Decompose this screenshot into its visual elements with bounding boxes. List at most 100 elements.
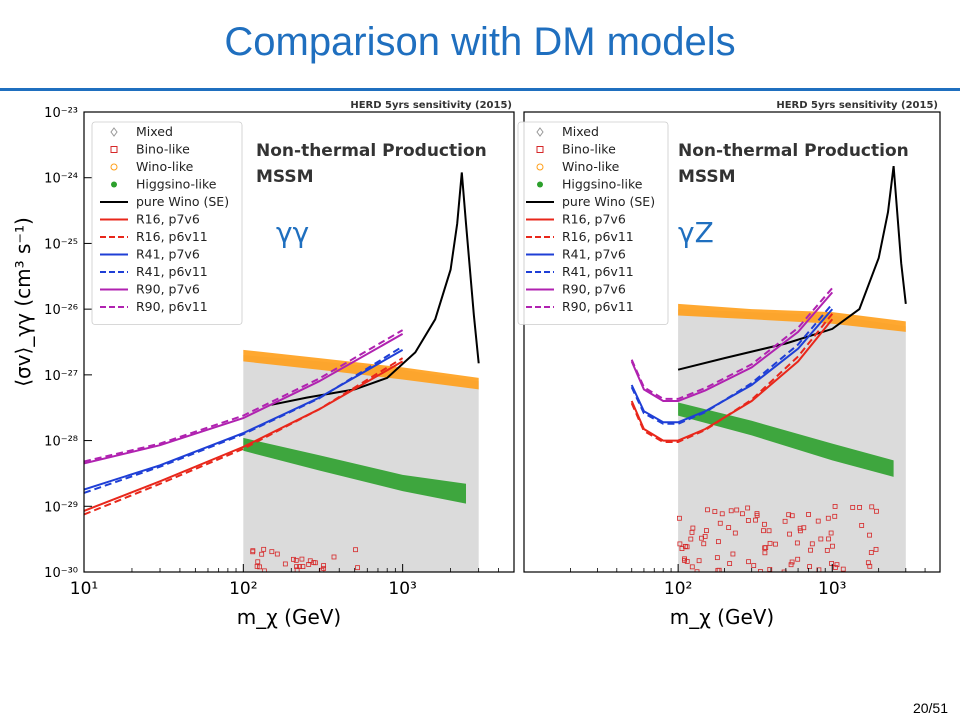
- bino-marker: [261, 568, 267, 572]
- axes-frame: [83, 111, 515, 573]
- legend-label: R41, p7v6: [136, 247, 200, 262]
- bino-marker: [355, 565, 360, 571]
- bino-marker: [806, 512, 811, 517]
- bino-marker: [832, 513, 838, 519]
- chart-panel-gamma-z: 10² 10³ m_χ (GeV) HERD 5yrs sensitivity (20…: [517, 100, 941, 629]
- bino-marker: [717, 520, 723, 526]
- legend-label: R41, p6v11: [136, 264, 208, 279]
- bino-marker: [250, 548, 256, 554]
- series-line: [84, 345, 404, 494]
- annotation-text: MSSM: [256, 167, 314, 187]
- bino-marker: [745, 505, 751, 511]
- bino-marker: [299, 556, 305, 562]
- bino-marker: [730, 551, 736, 557]
- legend-label: R41, p6v11: [562, 264, 634, 279]
- legend-box: [517, 121, 669, 325]
- bino-marker: [714, 555, 720, 561]
- bino-marker: [312, 560, 318, 566]
- bino-marker: [795, 556, 801, 562]
- bino-marker: [684, 559, 690, 564]
- bino-marker: [766, 528, 772, 534]
- bino-marker: [829, 561, 834, 566]
- bino-marker: [874, 508, 879, 514]
- band-wino-like: [243, 349, 479, 390]
- bino-marker: [818, 536, 824, 542]
- legend-label: R16, p6v11: [136, 229, 208, 244]
- bino-marker: [857, 505, 862, 510]
- legend-swatch: [537, 181, 543, 188]
- legend-label: Higgsino-like: [136, 177, 217, 192]
- bino-marker: [834, 562, 840, 568]
- y-tick-label: 10⁻²⁵: [44, 237, 78, 252]
- series-line: [84, 357, 404, 516]
- bino-marker: [690, 525, 696, 531]
- bino-marker: [259, 551, 265, 557]
- bino-marker: [306, 562, 312, 567]
- series-line: [630, 318, 834, 442]
- bino-marker: [739, 511, 745, 517]
- title-underline: [0, 88, 960, 91]
- y-tick-label: 10⁻²⁶: [44, 303, 78, 318]
- bino-marker: [261, 546, 267, 552]
- legend-box: [91, 121, 243, 325]
- bino-marker: [353, 547, 358, 553]
- page-title: Comparison with DM models: [224, 20, 736, 64]
- bino-marker: [868, 550, 874, 555]
- bino-marker: [865, 560, 871, 566]
- x-tick-label: 10³: [818, 579, 846, 599]
- y-tick-label: 10⁻³⁰: [44, 566, 78, 581]
- bino-marker: [830, 543, 835, 549]
- x-axis-label: m_χ (GeV): [670, 605, 774, 629]
- bino-marker: [726, 525, 732, 530]
- y-axis-label: ⟨σv⟩_γγ (cm³ s⁻¹): [11, 217, 35, 387]
- figure: 10¹ 10² 10³ 10⁻³⁰ 10⁻²⁹ 10⁻²⁸ 10⁻²⁷ 10⁻²⁶ 10⁻²⁵ 1…: [11, 100, 941, 629]
- bino-marker: [789, 513, 795, 519]
- x-tick-label: 10¹: [70, 579, 98, 599]
- x-tick-label: 10³: [388, 579, 416, 599]
- legend-label: Mixed: [562, 124, 599, 139]
- bino-marker: [809, 541, 815, 547]
- bino-marker: [269, 549, 275, 555]
- series-line: [84, 333, 404, 465]
- series-line: [630, 287, 834, 400]
- series-line: [630, 303, 834, 425]
- bino-marker: [867, 563, 873, 569]
- bino-marker: [807, 564, 812, 570]
- legend-swatch: [536, 146, 544, 153]
- legend-label: Bino-like: [136, 142, 190, 157]
- bino-marker: [291, 556, 296, 562]
- annotation-text: MSSM: [678, 167, 736, 187]
- legend-swatch: [536, 163, 544, 171]
- page-number: 20/51: [912, 700, 948, 716]
- y-tick-label: 10⁻²⁷: [44, 369, 78, 384]
- chart-panel-gamma-gamma: 10¹ 10² 10³ 10⁻³⁰ 10⁻²⁹ 10⁻²⁸ 10⁻²⁷ 10⁻²⁶ 10⁻²⁵ 1…: [11, 100, 515, 629]
- bino-marker: [767, 540, 773, 546]
- bino-marker: [716, 539, 721, 545]
- y-tick-label: 10⁻²⁸: [44, 435, 78, 450]
- series-line: [630, 308, 834, 424]
- legend-label: R16, p6v11: [562, 229, 634, 244]
- bino-marker: [825, 515, 831, 521]
- legend-swatch: [110, 146, 118, 153]
- x-tick-label: 10²: [229, 579, 257, 599]
- bino-marker: [797, 525, 803, 531]
- bino-marker: [826, 536, 831, 542]
- plot-area: [630, 165, 907, 572]
- bino-marker: [705, 507, 710, 513]
- legend-label: Bino-like: [562, 142, 616, 157]
- bino-marker: [274, 551, 280, 557]
- bino-marker: [746, 559, 751, 565]
- bino-marker: [682, 556, 687, 562]
- bino-marker: [762, 550, 768, 556]
- bino-marker: [701, 541, 707, 547]
- panel-label: γγ: [276, 216, 309, 249]
- bino-marker: [824, 547, 830, 553]
- series-line: [630, 291, 834, 402]
- bino-marker: [867, 532, 872, 538]
- plot-area: [84, 172, 480, 572]
- legend-swatch: [536, 127, 544, 137]
- bino-marker: [734, 507, 740, 513]
- legend-label: R90, p7v6: [136, 282, 200, 297]
- bino-marker: [850, 505, 856, 510]
- bino-marker: [297, 564, 302, 569]
